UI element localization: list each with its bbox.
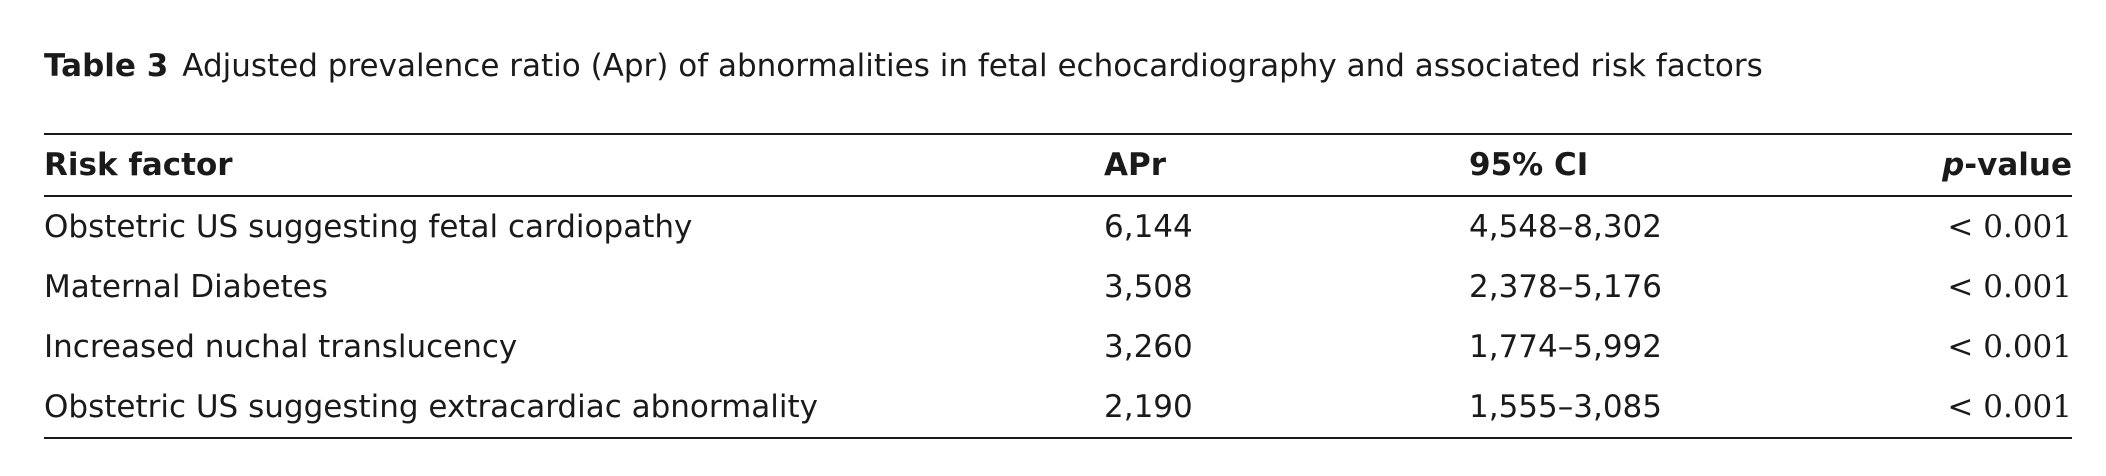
table-row: Obstetric US suggesting extracardiac abn… bbox=[44, 377, 2072, 438]
cell-apr: 2,190 bbox=[1104, 389, 1193, 425]
cell-p-value: < 0.001 bbox=[1947, 389, 2072, 425]
header-p-value: p-value bbox=[1849, 134, 2072, 196]
cell-risk-factor: Obstetric US suggesting extracardiac abn… bbox=[44, 389, 819, 425]
table-row: Increased nuchal translucency 3,260 1,77… bbox=[44, 317, 2072, 377]
cell-p-value: < 0.001 bbox=[1947, 209, 2072, 245]
cell-ci: 4,548–8,302 bbox=[1469, 209, 1662, 245]
cell-p-value: < 0.001 bbox=[1947, 329, 2072, 365]
cell-apr: 3,508 bbox=[1104, 269, 1193, 305]
cell-p-value: < 0.001 bbox=[1947, 269, 2072, 305]
cell-ci: 1,774–5,992 bbox=[1469, 329, 1662, 365]
cell-risk-factor: Obstetric US suggesting fetal cardiopath… bbox=[44, 209, 693, 245]
table-header-row: Risk factor APr 95% CI p-value bbox=[44, 134, 2072, 196]
cell-risk-factor: Maternal Diabetes bbox=[44, 269, 328, 305]
cell-apr: 3,260 bbox=[1104, 329, 1193, 365]
cell-ci: 1,555–3,085 bbox=[1469, 389, 1662, 425]
cell-ci: 2,378–5,176 bbox=[1469, 269, 1662, 305]
table-caption: Table 3 Adjusted prevalence ratio (Apr) o… bbox=[44, 46, 1763, 86]
data-table-container: Risk factor APr 95% CI p-value Obstetric… bbox=[44, 133, 2072, 439]
cell-apr: 6,144 bbox=[1104, 209, 1193, 245]
risk-factor-table: Risk factor APr 95% CI p-value Obstetric… bbox=[44, 133, 2072, 439]
cell-risk-factor: Increased nuchal translucency bbox=[44, 329, 518, 365]
header-apr: APr bbox=[1104, 147, 1166, 183]
table-row: Obstetric US suggesting fetal cardiopath… bbox=[44, 196, 2072, 257]
table-title: Adjusted prevalence ratio (Apr) of abnor… bbox=[182, 48, 1763, 84]
header-p-italic: p bbox=[1942, 147, 1965, 183]
header-p-rest: -value bbox=[1964, 147, 2072, 183]
table-label: Table 3 bbox=[44, 48, 169, 84]
header-risk-factor: Risk factor bbox=[44, 147, 233, 183]
table-row: Maternal Diabetes 3,508 2,378–5,176 < 0.… bbox=[44, 257, 2072, 317]
header-95-ci: 95% CI bbox=[1469, 147, 1589, 183]
